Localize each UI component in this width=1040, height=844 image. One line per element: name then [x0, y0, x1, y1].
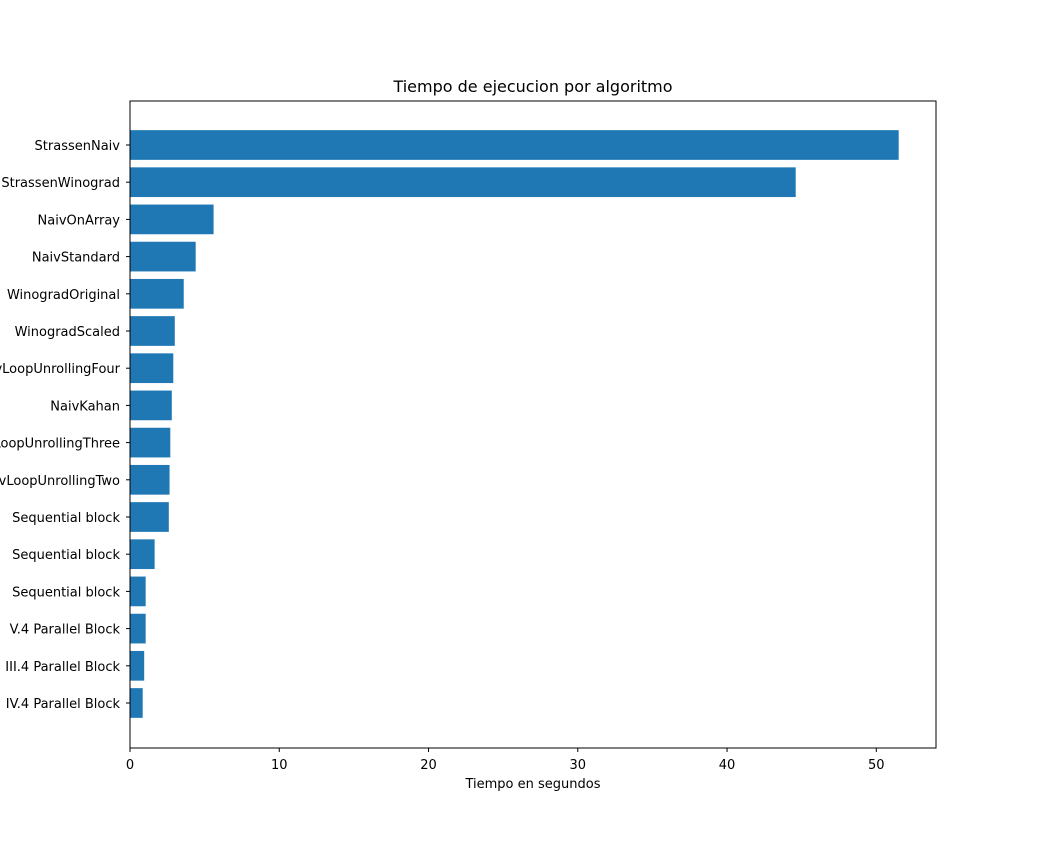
y-tick-label: NaivLoopUnrollingTwo	[0, 474, 120, 489]
bar	[130, 650, 145, 681]
bar	[130, 539, 155, 570]
bar	[130, 278, 184, 309]
bar	[130, 241, 196, 272]
x-tick-label: 20	[420, 758, 437, 773]
x-tick-label: 50	[868, 758, 885, 773]
bar	[130, 130, 899, 160]
bar	[130, 427, 171, 458]
x-axis-label: Tiempo en segundos	[464, 777, 600, 792]
y-tick-label: WinogradScaled	[15, 325, 120, 340]
y-tick-label: III.4 Parallel Block	[5, 660, 120, 675]
bar	[130, 576, 146, 607]
bar	[130, 688, 143, 718]
x-tick-label: 30	[570, 758, 587, 773]
y-tick-label: StrassenWinograd	[1, 176, 120, 191]
y-tick-label: Sequential block	[12, 511, 120, 526]
y-tick-label: IV.4 Parallel Block	[6, 697, 121, 712]
bar	[130, 204, 214, 235]
bar	[130, 464, 170, 495]
y-tick-label: NaivLoopUnrollingFour	[0, 362, 121, 377]
bar	[130, 502, 169, 532]
y-tick-labels: StrassenNaiv StrassenWinograd NaivOnArray N…	[0, 139, 130, 712]
y-tick-label: NaivKahan	[50, 399, 120, 414]
y-tick-label: NaivOnArray	[38, 213, 121, 228]
x-tick-label: 40	[719, 758, 736, 773]
bar	[130, 316, 175, 346]
y-tick-label: V.4 Parallel Block	[10, 623, 121, 638]
y-tick-label: NaivStandard	[32, 251, 120, 266]
bar	[130, 613, 146, 644]
bar	[130, 167, 796, 198]
x-tick-label: 10	[271, 758, 288, 773]
y-tick-label: Sequential block	[12, 585, 120, 600]
chart-title: Tiempo de ejecucion por algoritmo	[392, 77, 672, 96]
bars-group	[130, 130, 899, 718]
y-tick-label: WinogradOriginal	[7, 288, 120, 303]
bar	[130, 353, 174, 384]
bar	[130, 390, 172, 421]
y-tick-label: StrassenNaiv	[35, 139, 121, 154]
x-tick-label: 0	[126, 758, 134, 773]
y-tick-label: NaivLoopUnrollingThree	[0, 437, 120, 452]
x-ticks: 0 10 20 30 40 50	[126, 748, 885, 773]
y-tick-label: Sequential block	[12, 548, 120, 563]
plot-frame	[129, 100, 937, 749]
